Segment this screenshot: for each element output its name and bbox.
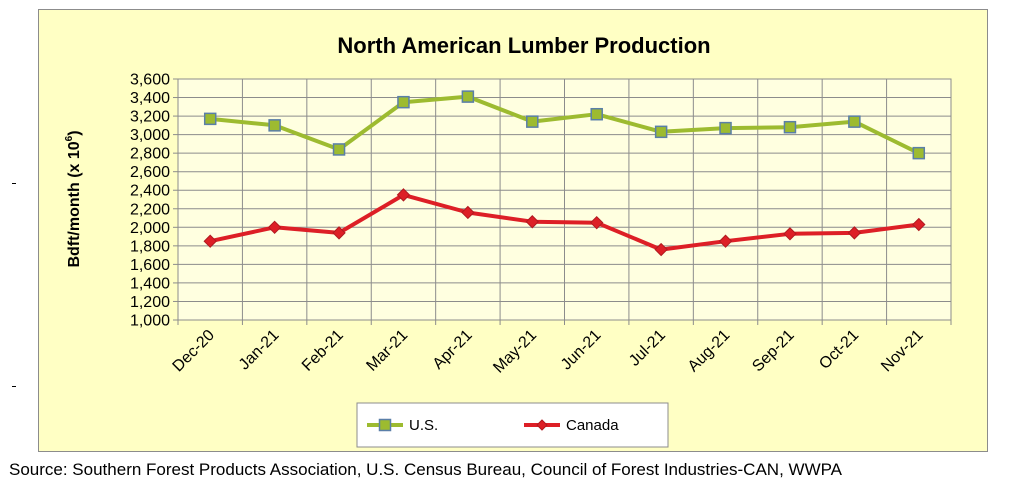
data-point-canada [654,242,668,257]
y-tick-label: 2,200 [130,201,170,218]
legend-us-marker [378,418,392,432]
x-tick-label: Feb-21 [299,327,347,375]
x-tick-label: Aug-21 [685,327,734,376]
y-tick-label: 2,400 [130,183,170,200]
series-line-u-s [210,94,920,155]
source-note: Source: Southern Forest Products Associa… [9,460,843,479]
y-tick-label: 1,600 [130,257,170,274]
legend-box [356,402,669,448]
legend-canada-label: Canada [566,417,619,434]
data-point-u-s [848,115,861,128]
data-point-u-s [397,95,410,109]
data-point-u-s [719,121,732,135]
y-tick-label: 3,400 [130,90,170,107]
y-tick-label: 3,200 [130,109,170,126]
x-tick-label: Jun-21 [558,327,605,374]
legend: U.S. Canada [356,402,669,448]
data-point-u-s [654,125,668,139]
data-point-u-s [783,120,797,134]
y-axis-label: Bdft/month (x 106) [64,130,83,267]
data-point-u-s [461,90,475,103]
data-point-canada [267,220,282,235]
series-line-canada [209,192,920,252]
data-point-u-s [268,119,281,132]
data-point-canada [718,234,733,248]
y-axis-label-close: ) [66,130,83,135]
data-point-u-s [332,143,346,156]
y-axis-label-text: Bdft/month (x 10 [66,141,83,267]
x-tick-label: Nov-21 [878,327,927,376]
data-point-canada [461,205,475,220]
data-point-canada [847,226,862,240]
x-tick-label: Mar-21 [363,327,411,375]
data-point-canada [783,227,797,241]
x-tick-label: May-21 [490,327,540,377]
x-tick-label: Jan-21 [236,327,283,374]
chart-svg: North American Lumber Production 1,0001,… [64,33,952,448]
y-tick-label: 2,800 [130,146,170,163]
chart-frame: North American Lumber Production 1,000 1,… [38,9,988,452]
data-point-u-s [526,115,539,128]
x-axis-ticks: Dec-20 Jan-21 Feb-21 Mar-21 Apr-21 May-21 Jun-… [170,320,952,377]
data-point-canada [590,215,604,230]
data-point-canada [912,217,926,232]
legend-us-label: U.S. [409,417,438,434]
page-tick-mark [12,183,16,184]
x-tick-label: Sep-21 [749,327,798,376]
y-tick-label: 1,000 [130,313,170,330]
y-tick-label: 3,600 [130,72,170,89]
y-tick-label: 2,000 [130,220,170,237]
y-axis-label-superscript: 6 [64,135,75,141]
x-tick-label: Apr-21 [430,327,476,373]
legend-canada-marker [536,419,548,431]
data-point-canada [332,226,346,240]
series-layer [203,90,926,257]
data-point-u-s [203,112,217,126]
x-tick-label: Oct-21 [816,327,862,373]
data-point-canada [396,188,411,202]
data-point-canada [203,234,217,248]
y-tick-label: 1,800 [130,238,170,255]
data-point-u-s [590,107,603,121]
y-tick-label: 3,000 [130,127,170,144]
data-point-canada [525,215,539,229]
data-point-u-s [912,146,926,160]
x-tick-label: Jul-21 [626,327,669,370]
y-tick-label: 1,200 [130,294,170,311]
page-tick-mark [12,386,16,387]
y-tick-label: 2,600 [130,164,170,181]
chart-title: North American Lumber Production [337,33,710,58]
x-tick-label: Dec-20 [170,327,219,376]
y-tick-label: 1,400 [130,275,170,292]
